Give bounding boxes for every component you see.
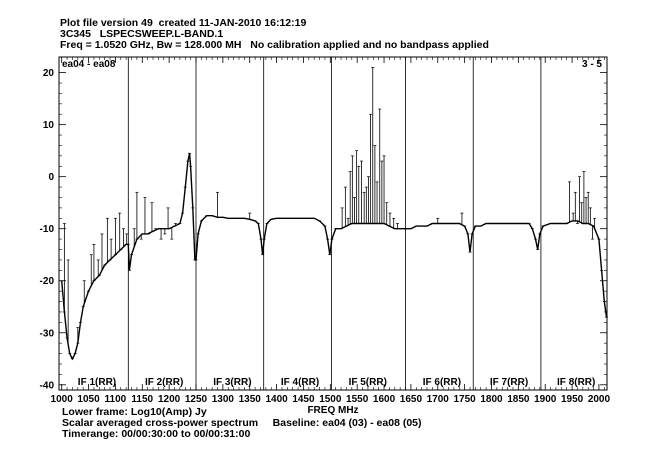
header-line-3: Freq = 1.0520 GHz, Bw = 128.000 MH No ca…	[60, 39, 489, 51]
x-tick-label: 1750	[454, 394, 477, 405]
spectrum-line	[61, 153, 608, 361]
x-tick-label: 2000	[588, 394, 611, 405]
y-tick-label: -40	[40, 380, 55, 391]
x-tick-label: 1300	[212, 394, 235, 405]
if-label-2: IF 2(RR)	[145, 377, 183, 388]
x-tick-label: 1000	[51, 394, 74, 405]
x-tick-label: 1250	[185, 394, 208, 405]
if-label-7: IF 7(RR)	[490, 377, 528, 388]
panel-label: 3 - 5	[582, 59, 602, 70]
y-tick-label: 20	[43, 68, 55, 79]
footer-line-2: Scalar averaged cross-power spectrum Bas…	[62, 417, 422, 429]
y-tick-label: 10	[43, 120, 55, 131]
header-line-2: 3C345 LSPECSWEEP.L-BAND.1	[60, 28, 224, 40]
x-tick-label: 1950	[561, 394, 584, 405]
x-tick-label: 1700	[427, 394, 450, 405]
x-tick-label: 1650	[400, 394, 423, 405]
header-line-1: Plot file version 49 created 11-JAN-2010…	[60, 17, 307, 29]
x-axis-label: FREQ MHz	[307, 405, 358, 416]
y-tick-label: -20	[40, 276, 55, 287]
x-tick-label: 1050	[77, 394, 100, 405]
if-label-6: IF 6(RR)	[423, 377, 461, 388]
x-tick-label: 1150	[131, 394, 153, 405]
y-tick-label: -10	[40, 224, 55, 235]
x-tick-label: 1450	[292, 394, 315, 405]
x-tick-label: 1850	[507, 394, 530, 405]
x-tick-label: 1200	[158, 394, 181, 405]
x-tick-label: 1500	[319, 394, 342, 405]
if-label-5: IF 5(RR)	[349, 377, 387, 388]
footer-line-3: Timerange: 00/00:30:00 to 00/00:31:00	[62, 428, 251, 440]
if-label-3: IF 3(RR)	[213, 377, 251, 388]
x-tick-label: 1550	[346, 394, 369, 405]
baseline-label: ea04 - ea08	[62, 59, 116, 70]
plot-frame	[58, 56, 608, 391]
if-label-4: IF 4(RR)	[281, 377, 319, 388]
x-tick-label: 1800	[480, 394, 503, 405]
x-tick-label: 1600	[373, 394, 396, 405]
x-tick-label: 1350	[239, 394, 262, 405]
y-tick-label: 0	[48, 172, 54, 183]
x-tick-label: 1100	[105, 394, 127, 405]
if-label-8: IF 8(RR)	[557, 377, 595, 388]
if-label-1: IF 1(RR)	[78, 377, 116, 388]
footer-line-1: Lower frame: Log10(Amp) Jy	[62, 406, 207, 418]
x-tick-label: 1400	[265, 394, 288, 405]
x-tick-label: 1900	[534, 394, 557, 405]
y-tick-label: -30	[40, 328, 55, 339]
